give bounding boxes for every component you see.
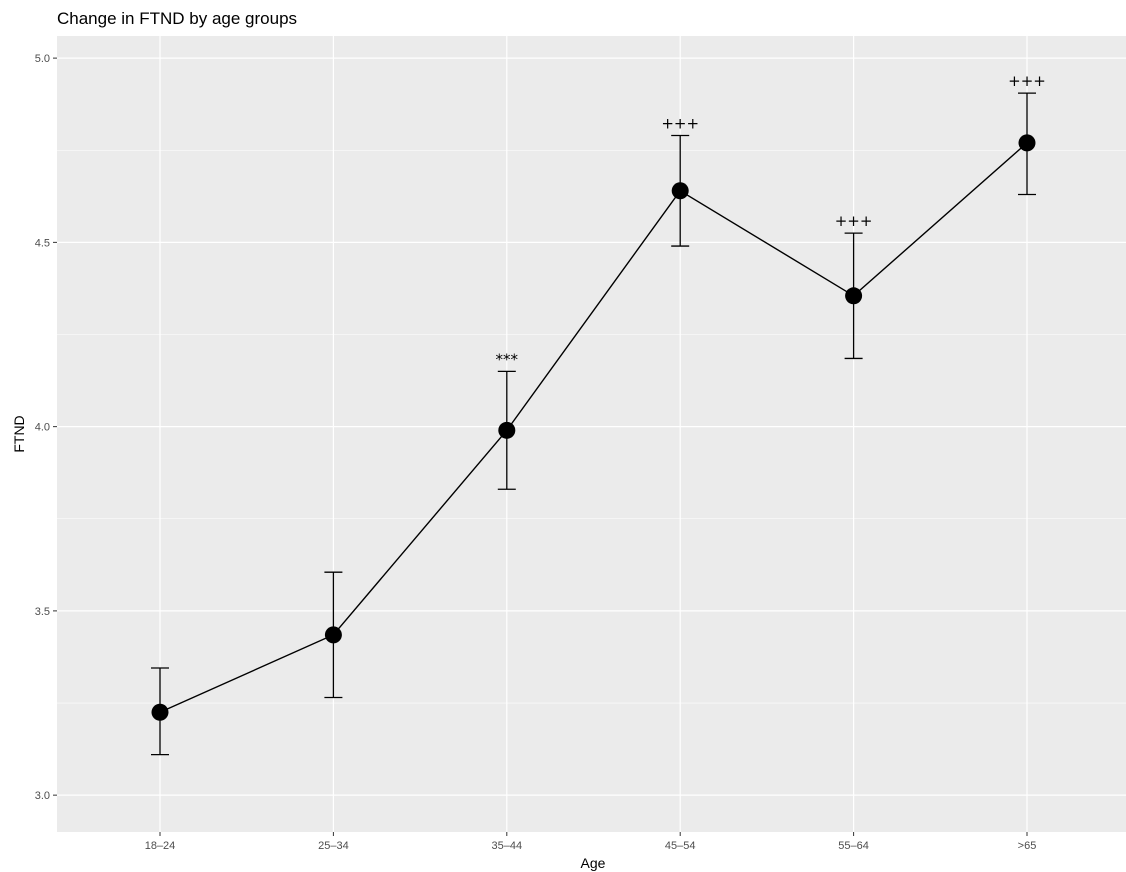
data-point [671, 182, 689, 200]
y-tick-label: 3.0 [35, 790, 50, 802]
x-tick-label: >65 [1018, 840, 1037, 852]
x-axis-ticks: 18–24 25–34 35–44 45–54 55–64 >65 [145, 832, 1037, 852]
x-tick-label: 18–24 [145, 840, 176, 852]
x-tick-label: 35–44 [492, 840, 523, 852]
y-tick-label: 4.0 [35, 422, 50, 434]
chart-title: Change in FTND by age groups [57, 9, 297, 28]
significance-label: +++ [835, 212, 873, 230]
series-line [159, 142, 1028, 713]
x-axis-title: Age [581, 855, 606, 871]
data-point [151, 703, 169, 721]
x-tick-label: 25–34 [318, 840, 349, 852]
x-tick-label: 55–64 [838, 840, 869, 852]
grid-minor [57, 149, 1126, 704]
grid-major [57, 36, 1126, 832]
y-axis-ticks: 3.0 3.5 4.0 4.5 5.0 [35, 53, 57, 802]
plot-panel [57, 36, 1126, 832]
x-tick-label: 45–54 [665, 840, 696, 852]
significance-labels: *** +++ +++ +++ [496, 72, 1046, 368]
data-point [498, 421, 516, 439]
y-tick-label: 4.5 [35, 237, 50, 249]
significance-label: *** [496, 350, 519, 368]
data-point [1018, 134, 1036, 152]
y-axis-title: FTND [11, 415, 27, 452]
significance-label: +++ [661, 115, 699, 133]
data-point [324, 626, 342, 644]
data-points [151, 134, 1036, 721]
y-tick-label: 5.0 [35, 53, 50, 65]
data-point [845, 287, 863, 305]
significance-label: +++ [1008, 72, 1046, 90]
y-tick-label: 3.5 [35, 606, 50, 618]
